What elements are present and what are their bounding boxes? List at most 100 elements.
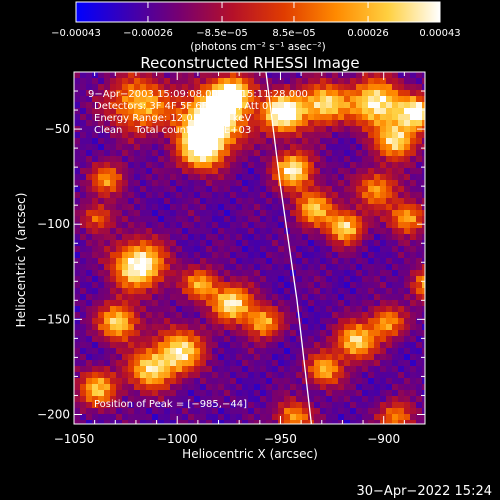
heatmap-cell: [170, 300, 177, 307]
heatmap-cell: [146, 144, 153, 151]
heatmap-cell: [302, 288, 309, 295]
heatmap-cell: [320, 414, 327, 421]
heatmap-cell: [206, 198, 213, 205]
heatmap-cell: [146, 414, 153, 421]
heatmap-cell: [80, 240, 87, 247]
heatmap-cell: [212, 294, 219, 301]
heatmap-cell: [428, 72, 435, 79]
heatmap-cell: [362, 132, 369, 139]
heatmap-cell: [128, 300, 135, 307]
heatmap-cell: [242, 378, 249, 385]
heatmap-cell: [158, 168, 165, 175]
heatmap-cell: [398, 396, 405, 403]
heatmap-cell: [92, 336, 99, 343]
heatmap-cell: [128, 234, 135, 241]
heatmap-cell: [272, 192, 279, 199]
heatmap-cell: [284, 240, 291, 247]
heatmap-cell: [392, 162, 399, 169]
heatmap-cell: [368, 300, 375, 307]
heatmap-cell: [416, 144, 423, 151]
heatmap-cell: [80, 96, 87, 103]
heatmap-cell: [128, 156, 135, 163]
heatmap-cell: [296, 192, 303, 199]
heatmap-cell: [230, 354, 237, 361]
heatmap-cell: [104, 150, 111, 157]
heatmap-cell: [368, 360, 375, 367]
heatmap-cell: [134, 162, 141, 169]
heatmap-cell: [170, 414, 177, 421]
heatmap-cell: [206, 390, 213, 397]
heatmap-cell: [284, 102, 291, 109]
heatmap-cell: [158, 210, 165, 217]
heatmap-cell: [344, 120, 351, 127]
heatmap-cell: [212, 120, 219, 127]
heatmap-cell: [404, 288, 411, 295]
heatmap-cell: [254, 402, 261, 409]
heatmap-cell: [128, 132, 135, 139]
heatmap-cell: [152, 204, 159, 211]
heatmap-cell: [122, 96, 129, 103]
heatmap-cell: [272, 360, 279, 367]
heatmap-cell: [272, 330, 279, 337]
heatmap-cell: [356, 192, 363, 199]
heatmap-cell: [296, 114, 303, 121]
heatmap-cell: [236, 366, 243, 373]
heatmap-cell: [332, 396, 339, 403]
heatmap-cell: [254, 300, 261, 307]
heatmap-cell: [260, 324, 267, 331]
heatmap-cell: [392, 204, 399, 211]
heatmap-cell: [320, 102, 327, 109]
heatmap-cell: [254, 390, 261, 397]
heatmap-cell: [110, 222, 117, 229]
heatmap-cell: [410, 264, 417, 271]
heatmap-cell: [86, 348, 93, 355]
heatmap-cell: [164, 168, 171, 175]
heatmap-cell: [98, 414, 105, 421]
heatmap-cell: [380, 114, 387, 121]
heatmap-cell: [416, 90, 423, 97]
footer-timestamp: 30−Apr−2022 15:24: [357, 484, 493, 499]
heatmap-cell: [362, 318, 369, 325]
heatmap-cell: [122, 90, 129, 97]
heatmap-cell: [308, 426, 315, 433]
heatmap-cell: [92, 252, 99, 259]
heatmap-cell: [422, 78, 425, 85]
heatmap-cell: [350, 318, 357, 325]
heatmap-cell: [92, 132, 99, 139]
heatmap-cell: [236, 294, 243, 301]
heatmap-cell: [308, 312, 315, 319]
heatmap-cell: [266, 246, 273, 253]
heatmap-cell: [248, 78, 255, 85]
heatmap-cell: [386, 72, 393, 79]
heatmap-cell: [386, 282, 393, 289]
heatmap-cell: [314, 240, 321, 247]
heatmap-cell: [374, 228, 381, 235]
heatmap-cell: [386, 198, 393, 205]
heatmap-cell: [74, 348, 81, 355]
heatmap-cell: [224, 156, 231, 163]
heatmap-cell: [320, 348, 327, 355]
heatmap-cell: [200, 330, 207, 337]
heatmap-cell: [206, 192, 213, 199]
heatmap-cell: [266, 132, 273, 139]
heatmap-cell: [224, 360, 231, 367]
heatmap-cell: [146, 114, 153, 121]
heatmap-cell: [176, 132, 183, 139]
heatmap-cell: [128, 90, 135, 97]
heatmap-cell: [410, 348, 417, 355]
heatmap-cell: [332, 114, 339, 121]
heatmap-cell: [74, 138, 81, 145]
heatmap-cell: [374, 168, 381, 175]
heatmap-cell: [392, 168, 399, 175]
heatmap-cell: [194, 288, 201, 295]
heatmap-cell: [200, 198, 207, 205]
heatmap-cell: [308, 108, 315, 115]
heatmap-cell: [302, 168, 309, 175]
heatmap-cell: [146, 348, 153, 355]
heatmap-cell: [362, 114, 369, 121]
heatmap-cell: [248, 270, 255, 277]
heatmap-cell: [260, 384, 267, 391]
heatmap-cell: [410, 312, 417, 319]
heatmap-cell: [410, 384, 417, 391]
heatmap-cell: [110, 282, 117, 289]
